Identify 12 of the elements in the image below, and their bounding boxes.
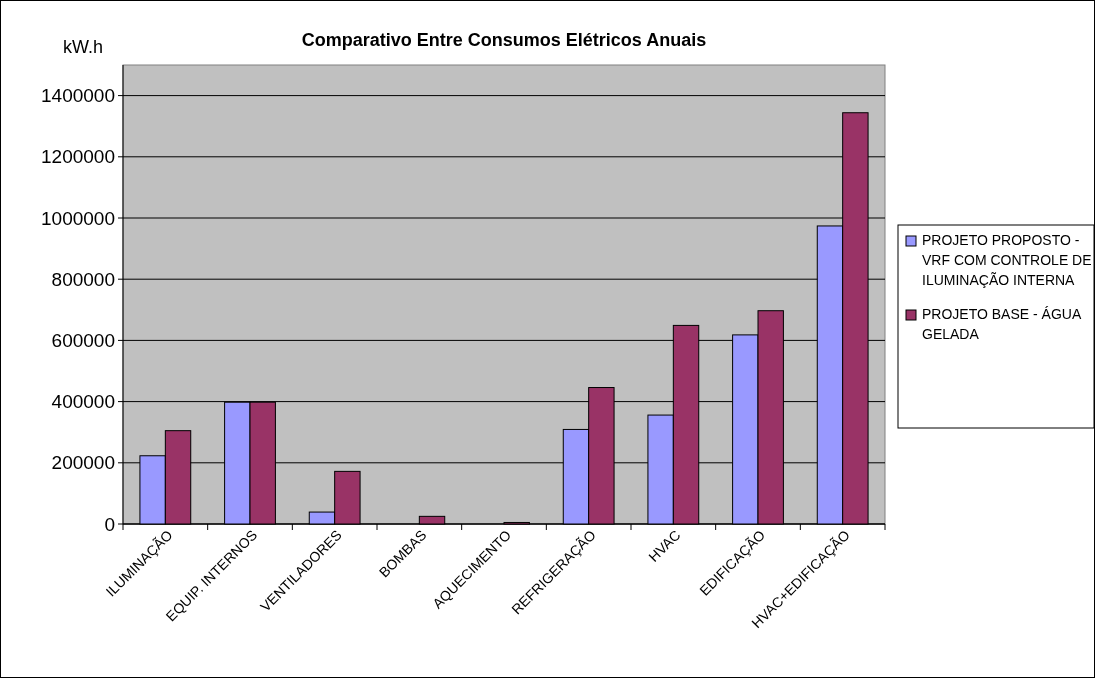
y-tick-label: 800000: [51, 268, 115, 290]
legend-label: PROJETO PROPOSTO - VRF COM CONTROLE DE ILUMINAÇÃO INTERNA: [922, 232, 1092, 288]
y-tick-label: 400000: [51, 391, 115, 413]
y-axis-title: kW.h: [63, 37, 104, 57]
y-tick-label: 600000: [51, 330, 115, 352]
chart-title: Comparativo Entre Consumos Elétricos Anuais: [301, 30, 707, 50]
y-tick-label: 1200000: [41, 146, 115, 168]
y-tick-label: 1400000: [41, 85, 115, 107]
legend-label: PROJETO BASE - ÁGUA GELADA: [922, 306, 1082, 342]
y-tick-label: 200000: [51, 452, 115, 474]
y-tick-label: 0: [104, 513, 115, 535]
y-tick-label: 1000000: [41, 207, 115, 229]
